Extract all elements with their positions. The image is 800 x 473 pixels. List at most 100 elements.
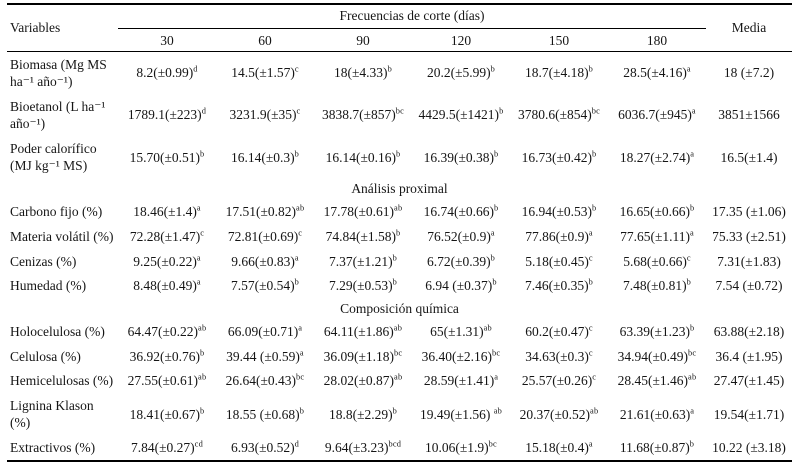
- value-cell: 18(±4.33)b: [314, 52, 412, 95]
- value-cell: 6.93(±0.52)d: [216, 435, 314, 461]
- value-cell: 7.48(±0.81)b: [608, 274, 706, 299]
- table-row: Materia volátil (%) 72.28(±1.47)c 72.81(±0…: [7, 224, 792, 249]
- value-cell: 16.94(±0.53)b: [510, 200, 608, 225]
- significance-superscript: a: [690, 149, 695, 159]
- significance-superscript: ab: [394, 372, 403, 382]
- significance-superscript: b: [294, 149, 300, 159]
- value-cell: 9.25(±0.22)a: [118, 249, 216, 274]
- significance-superscript: ab: [198, 323, 207, 333]
- cell-value: 64.11(±1.86): [323, 324, 394, 340]
- cell-value: 6.93(±0.52): [230, 439, 295, 455]
- cell-value: 28.45(±1.46): [617, 373, 689, 389]
- section-row: Análisis proximal: [7, 178, 792, 200]
- cell-value: 76.52(±0.9): [427, 228, 491, 244]
- value-cell: 28.45(±1.46)ab: [608, 369, 706, 394]
- significance-superscript: d: [193, 64, 198, 74]
- significance-superscript: ab: [590, 406, 599, 416]
- cell-value: 3838.7(±857): [321, 107, 396, 123]
- cell-value: 5.68(±0.66): [623, 253, 687, 269]
- significance-superscript: ab: [393, 323, 403, 333]
- cell-value: 7.84(±0.27): [131, 439, 195, 455]
- value-cell: 77.65(±1.11)a: [608, 224, 706, 249]
- cell-value: 7.57(±0.54): [230, 278, 295, 294]
- significance-superscript: bc: [296, 372, 305, 382]
- table-row: Bioetanol (L ha⁻¹ año⁻¹) 1789.1(±223)d 323…: [7, 94, 792, 136]
- value-cell: 3231.9(±35)c: [216, 94, 314, 136]
- significance-superscript: b: [200, 348, 205, 358]
- significance-superscript: bc: [688, 348, 697, 358]
- value-cell: 7.46(±0.35)b: [510, 274, 608, 299]
- value-cell: 18.55 (±0.68)b: [216, 393, 314, 435]
- significance-superscript: b: [396, 228, 401, 238]
- cell-value: 18.7(±4.18): [524, 65, 589, 81]
- cell-value: 36.92(±0.76): [129, 348, 200, 364]
- value-cell: 16.74(±0.66)b: [412, 200, 510, 225]
- cell-value: 7.46(±0.35): [524, 278, 589, 294]
- significance-superscript: ab: [483, 323, 492, 333]
- column-header-media: Media: [731, 20, 767, 36]
- media-cell: 16.5(±1.4): [720, 149, 778, 165]
- media-cell: 7.54 (±0.72): [715, 278, 783, 294]
- cell-value: 60.2(±0.47): [525, 324, 589, 340]
- cell-value: 9.64(±3.23): [324, 439, 389, 455]
- media-cell: 7.31(±1.83): [717, 253, 781, 269]
- cell-value: 27.55(±0.61): [127, 373, 199, 389]
- cell-value: 72.81(±0.69): [227, 228, 299, 244]
- cell-value: 16.14(±0.3): [230, 149, 295, 165]
- cell-value: 18.27(±2.74): [619, 149, 691, 165]
- significance-superscript: ab: [198, 372, 207, 382]
- cell-value: 39.44 (±0.59): [226, 348, 300, 364]
- cell-value: 6036.7(±945): [618, 107, 692, 123]
- significance-superscript: ab: [394, 203, 403, 213]
- significance-superscript: c: [588, 323, 593, 333]
- value-cell: 17.78(±0.61)ab: [314, 200, 412, 225]
- cell-value: 19.49(±1.56): [419, 406, 494, 422]
- significance-superscript: a: [490, 228, 495, 238]
- cell-value: 17.78(±0.61): [323, 204, 395, 220]
- table-row: Lignina Klason (%) 18.41(±0.67)b 18.55 (±0…: [7, 393, 792, 435]
- value-cell: 15.18(±0.4)a: [510, 435, 608, 461]
- column-header-variables: Variables: [10, 20, 61, 36]
- column-header-frequency: 90: [356, 32, 370, 48]
- value-cell: 18.27(±2.74)a: [608, 136, 706, 178]
- value-cell: 9.66(±0.83)a: [216, 249, 314, 274]
- cell-value: 4429.5(±1421): [418, 107, 500, 123]
- table-row: Poder calorífico (MJ kg⁻¹ MS) 15.70(±0.51…: [7, 136, 792, 178]
- cell-value: 3231.9(±35): [229, 107, 297, 123]
- value-cell: 7.84(±0.27)cd: [118, 435, 216, 461]
- value-cell: 16.14(±0.3)b: [216, 136, 314, 178]
- value-cell: 8.48(±0.49)a: [118, 274, 216, 299]
- value-cell: 3838.7(±857)bc: [314, 94, 412, 136]
- variable-label: Materia volátil (%): [10, 228, 114, 244]
- significance-superscript: a: [196, 203, 201, 213]
- cell-value: 72.28(±1.47): [129, 228, 201, 244]
- value-cell: 27.55(±0.61)ab: [118, 369, 216, 394]
- table-row: Humedad (%) 8.48(±0.49)a 7.57(±0.54)b 7.29(…: [7, 274, 792, 299]
- value-cell: 6.72(±0.39)b: [412, 249, 510, 274]
- significance-superscript: bc: [591, 106, 601, 116]
- cell-value: 10.06(±1.9): [425, 439, 489, 455]
- significance-superscript: b: [490, 253, 496, 263]
- cell-value: 18.41(±0.67): [129, 406, 200, 422]
- cell-value: 36.09(±1.18): [323, 348, 395, 364]
- cell-value: 16.65(±0.66): [619, 204, 690, 220]
- cell-value: 34.94(±0.49): [617, 348, 689, 364]
- significance-superscript: b: [592, 203, 597, 213]
- significance-superscript: c: [588, 348, 593, 358]
- significance-superscript: b: [689, 439, 695, 449]
- significance-superscript: b: [690, 203, 695, 213]
- column-header-frequencies-spanner: Frecuencias de corte (días): [118, 4, 706, 29]
- cell-value: 77.65(±1.11): [620, 228, 690, 244]
- cell-value: 7.48(±0.81): [622, 278, 687, 294]
- significance-superscript: ab: [296, 203, 305, 213]
- value-cell: 18.46(±1.4)a: [118, 200, 216, 225]
- table-row: Holocelulosa (%) 64.47(±0.22)ab 66.09(±0.7…: [7, 320, 792, 345]
- significance-superscript: a: [691, 106, 696, 116]
- value-cell: 36.40(±2.16)bc: [412, 344, 510, 369]
- value-cell: 11.68(±0.87)b: [608, 435, 706, 461]
- value-cell: 20.37(±0.52)ab: [510, 393, 608, 435]
- significance-superscript: b: [494, 203, 499, 213]
- cell-value: 15.18(±0.4): [525, 439, 589, 455]
- significance-superscript: b: [592, 149, 597, 159]
- value-cell: 5.18(±0.45)c: [510, 249, 608, 274]
